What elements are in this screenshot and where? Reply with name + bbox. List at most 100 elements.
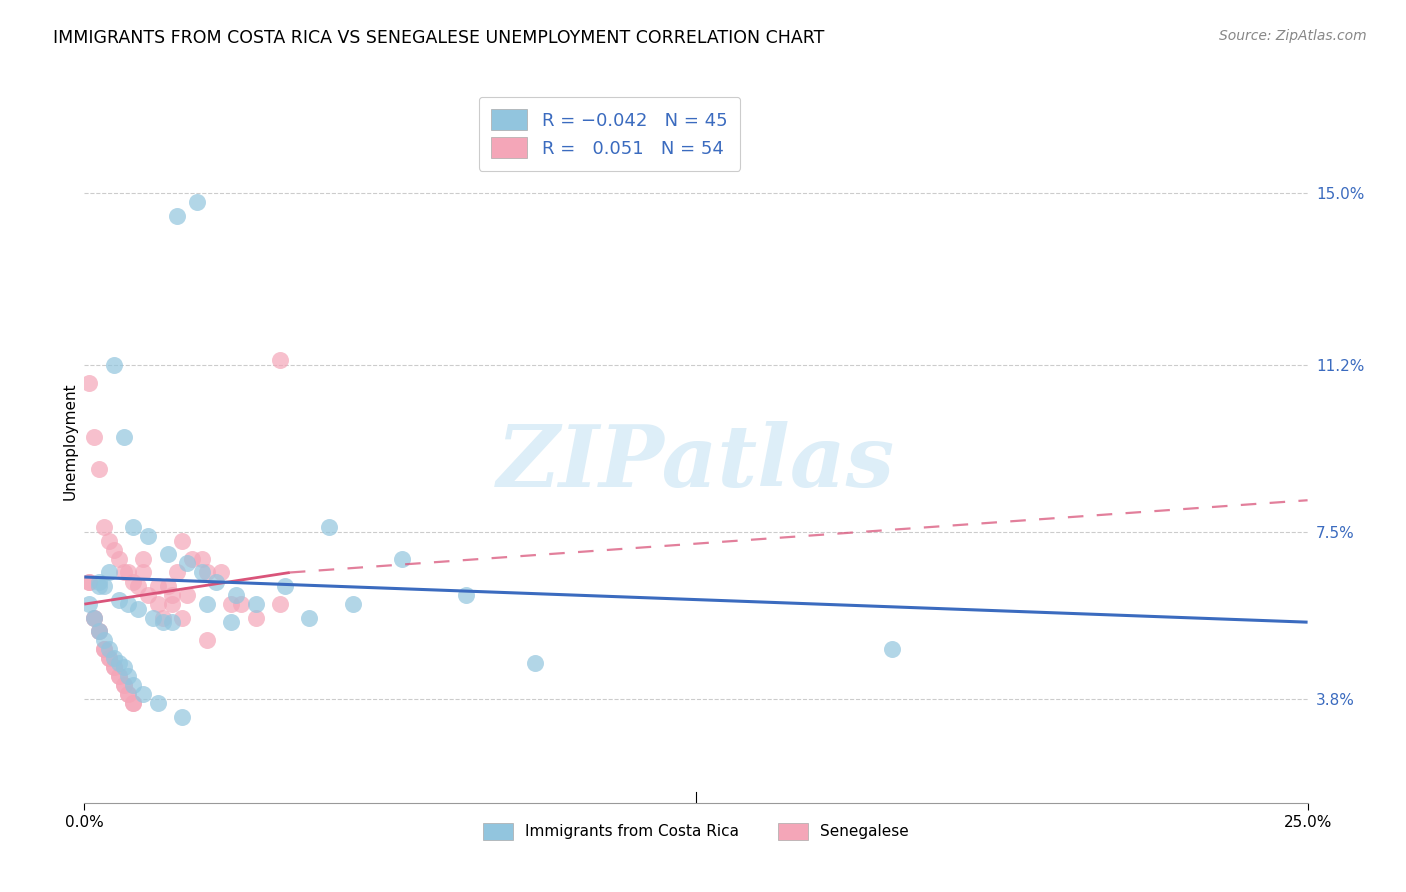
- Point: [77, 574, 100, 589]
- Point: [97, 651, 120, 665]
- Point: [195, 566, 218, 580]
- Point: [83, 610, 105, 624]
- Point: [269, 597, 291, 611]
- Point: [318, 520, 340, 534]
- Point: [454, 588, 477, 602]
- Point: [209, 566, 232, 580]
- Point: [87, 579, 110, 593]
- Point: [166, 209, 188, 223]
- Point: [176, 588, 198, 602]
- Point: [146, 697, 169, 711]
- Point: [127, 601, 149, 615]
- Point: [342, 597, 364, 611]
- Point: [172, 533, 194, 548]
- Point: [117, 687, 139, 701]
- Point: [93, 642, 115, 657]
- Point: [83, 610, 105, 624]
- Point: [103, 660, 125, 674]
- Point: [107, 656, 129, 670]
- Point: [132, 552, 155, 566]
- Point: [391, 552, 413, 566]
- Point: [87, 624, 110, 639]
- Point: [219, 615, 242, 630]
- Point: [117, 597, 139, 611]
- Point: [103, 651, 125, 665]
- Point: [191, 552, 214, 566]
- Point: [103, 660, 125, 674]
- Point: [93, 579, 115, 593]
- Point: [172, 610, 194, 624]
- Point: [83, 610, 105, 624]
- Point: [181, 552, 204, 566]
- Point: [195, 597, 218, 611]
- Point: [166, 566, 188, 580]
- Point: [117, 669, 139, 683]
- Point: [112, 678, 135, 692]
- Point: [176, 557, 198, 571]
- Point: [97, 566, 120, 580]
- Point: [107, 592, 129, 607]
- Point: [93, 520, 115, 534]
- Point: [245, 610, 267, 624]
- Point: [205, 574, 228, 589]
- Point: [87, 624, 110, 639]
- Point: [298, 610, 321, 624]
- Point: [146, 579, 169, 593]
- Text: Source: ZipAtlas.com: Source: ZipAtlas.com: [1219, 29, 1367, 43]
- Point: [229, 597, 252, 611]
- Point: [219, 597, 242, 611]
- Point: [97, 533, 120, 548]
- Point: [97, 642, 120, 657]
- Point: [136, 588, 159, 602]
- Point: [880, 642, 903, 657]
- Point: [156, 548, 179, 562]
- Point: [77, 376, 100, 390]
- Point: [87, 624, 110, 639]
- Point: [132, 566, 155, 580]
- Point: [107, 669, 129, 683]
- Text: IMMIGRANTS FROM COSTA RICA VS SENEGALESE UNEMPLOYMENT CORRELATION CHART: IMMIGRANTS FROM COSTA RICA VS SENEGALESE…: [53, 29, 825, 46]
- Point: [186, 195, 208, 210]
- Point: [152, 610, 174, 624]
- Point: [152, 615, 174, 630]
- Point: [112, 430, 135, 444]
- Point: [77, 597, 100, 611]
- Point: [112, 660, 135, 674]
- Point: [122, 520, 145, 534]
- Point: [191, 566, 214, 580]
- Point: [93, 633, 115, 648]
- Point: [117, 566, 139, 580]
- Point: [77, 574, 100, 589]
- Point: [195, 633, 218, 648]
- Point: [274, 579, 297, 593]
- Point: [162, 597, 184, 611]
- Point: [87, 574, 110, 589]
- Point: [146, 597, 169, 611]
- Point: [122, 697, 145, 711]
- Legend: Immigrants from Costa Rica, Senegalese: Immigrants from Costa Rica, Senegalese: [474, 814, 918, 849]
- Point: [117, 687, 139, 701]
- Point: [245, 597, 267, 611]
- Point: [523, 656, 546, 670]
- Point: [122, 697, 145, 711]
- Point: [87, 461, 110, 475]
- Point: [97, 651, 120, 665]
- Point: [112, 566, 135, 580]
- Point: [132, 687, 155, 701]
- Text: ZIPatlas: ZIPatlas: [496, 421, 896, 505]
- Point: [156, 579, 179, 593]
- Point: [162, 588, 184, 602]
- Point: [122, 574, 145, 589]
- Point: [107, 552, 129, 566]
- Point: [93, 642, 115, 657]
- Point: [103, 542, 125, 557]
- Point: [103, 358, 125, 372]
- Y-axis label: Unemployment: Unemployment: [62, 383, 77, 500]
- Point: [142, 610, 165, 624]
- Point: [162, 615, 184, 630]
- Point: [112, 678, 135, 692]
- Point: [269, 353, 291, 368]
- Point: [136, 529, 159, 543]
- Point: [122, 678, 145, 692]
- Point: [225, 588, 247, 602]
